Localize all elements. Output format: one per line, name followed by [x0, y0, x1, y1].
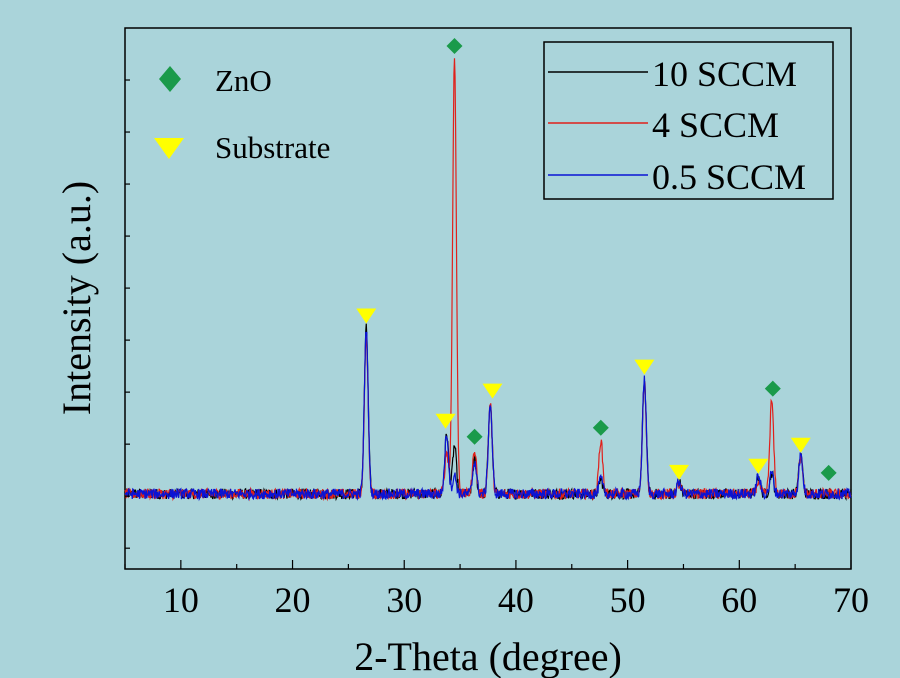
- x-tick-label-60: 60: [721, 580, 757, 620]
- substrate-triangle-marker: [435, 413, 456, 429]
- substrate-triangle-marker: [634, 359, 655, 375]
- x-axis-title: 2-Theta (degree): [354, 634, 622, 678]
- legend-label-0-5-sccm: 0.5 SCCM: [652, 157, 806, 197]
- x-tick-label-50: 50: [610, 580, 646, 620]
- substrate-legend-triangle-icon: [154, 138, 184, 159]
- series-layer: [124, 58, 852, 502]
- x-tick-label-70: 70: [833, 580, 869, 620]
- peak-markers-layer: [356, 38, 837, 481]
- series-legend: 10 SCCM 4 SCCM 0.5 SCCM: [543, 41, 834, 200]
- series-line-10-sccm: [124, 323, 852, 502]
- zno-diamond-marker: [466, 428, 483, 445]
- x-tick-label-30: 30: [386, 580, 422, 620]
- marker-legend: ZnO Substrate: [154, 63, 330, 165]
- legend-label-4-sccm: 4 SCCM: [652, 105, 779, 145]
- substrate-triangle-marker: [356, 308, 377, 324]
- substrate-triangle-marker: [482, 383, 503, 399]
- substrate-triangle-marker: [668, 464, 689, 480]
- substrate-triangle-marker: [790, 437, 811, 453]
- legend-box: [543, 41, 834, 200]
- zno-legend-diamond-icon: [159, 66, 181, 92]
- series-line-0-5-sccm: [124, 331, 852, 502]
- ticks-layer: 10 20 30 40 50 60 70: [124, 79, 869, 620]
- x-tick-label-10: 10: [163, 580, 199, 620]
- y-axis-title: Intensity (a.u.): [54, 181, 99, 415]
- substrate-legend-label: Substrate: [215, 130, 330, 165]
- zno-diamond-marker: [764, 380, 781, 397]
- x-tick-label-40: 40: [498, 580, 534, 620]
- zno-legend-label: ZnO: [215, 63, 272, 98]
- zno-diamond-marker: [820, 464, 837, 481]
- legend-label-10-sccm: 10 SCCM: [652, 54, 797, 94]
- x-tick-label-20: 20: [275, 580, 311, 620]
- zno-diamond-marker: [446, 38, 463, 55]
- plot-frame: [124, 27, 852, 570]
- substrate-triangle-marker: [748, 458, 769, 474]
- zno-diamond-marker: [592, 419, 609, 436]
